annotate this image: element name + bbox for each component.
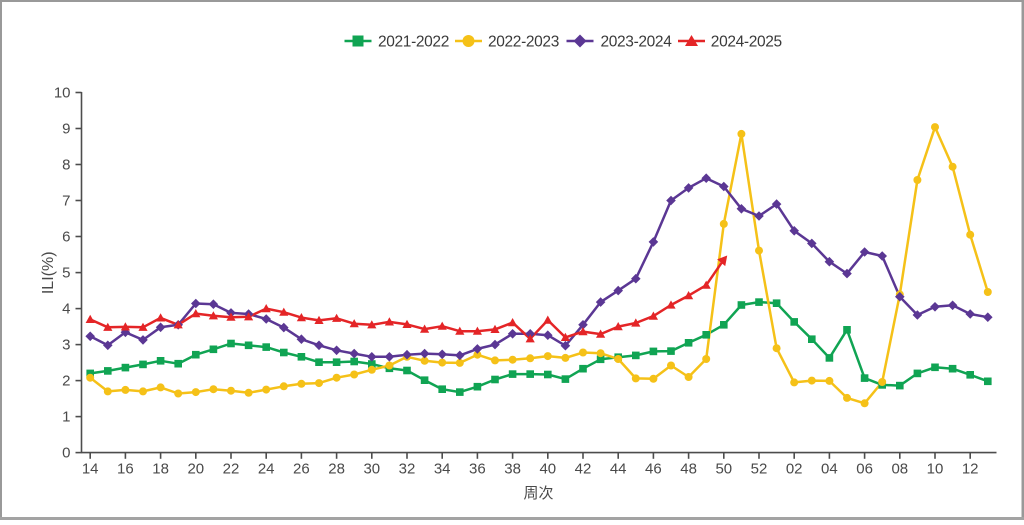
svg-text:6: 6 — [62, 229, 70, 246]
svg-text:46: 46 — [645, 461, 662, 478]
svg-text:14: 14 — [82, 461, 99, 478]
svg-text:18: 18 — [152, 461, 169, 478]
svg-text:2024-2025: 2024-2025 — [711, 34, 782, 51]
svg-text:9: 9 — [62, 121, 70, 138]
svg-text:04: 04 — [821, 461, 838, 478]
svg-text:22: 22 — [223, 461, 240, 478]
svg-text:12: 12 — [962, 461, 979, 478]
svg-text:52: 52 — [751, 461, 768, 478]
svg-text:1: 1 — [62, 409, 70, 426]
svg-text:48: 48 — [680, 461, 697, 478]
svg-text:06: 06 — [856, 461, 873, 478]
svg-text:10: 10 — [54, 85, 71, 102]
svg-text:10: 10 — [927, 461, 944, 478]
svg-text:36: 36 — [469, 461, 486, 478]
svg-text:2021-2022: 2021-2022 — [378, 34, 449, 51]
svg-text:08: 08 — [891, 461, 908, 478]
svg-text:24: 24 — [258, 461, 275, 478]
svg-text:4: 4 — [62, 301, 70, 318]
svg-text:38: 38 — [504, 461, 521, 478]
svg-text:3: 3 — [62, 337, 70, 354]
svg-text:28: 28 — [328, 461, 345, 478]
svg-text:02: 02 — [786, 461, 803, 478]
svg-text:周次: 周次 — [523, 485, 553, 502]
svg-text:16: 16 — [117, 461, 134, 478]
svg-text:26: 26 — [293, 461, 310, 478]
svg-text:20: 20 — [187, 461, 204, 478]
svg-text:30: 30 — [363, 461, 380, 478]
svg-text:34: 34 — [434, 461, 451, 478]
svg-text:50: 50 — [715, 461, 732, 478]
svg-text:42: 42 — [575, 461, 592, 478]
svg-text:2: 2 — [62, 373, 70, 390]
svg-text:44: 44 — [610, 461, 627, 478]
svg-text:7: 7 — [62, 193, 70, 210]
svg-text:5: 5 — [62, 265, 70, 282]
svg-text:40: 40 — [539, 461, 556, 478]
svg-text:0: 0 — [62, 445, 70, 462]
svg-text:ILI(%): ILI(%) — [40, 251, 57, 294]
svg-text:2023-2024: 2023-2024 — [601, 34, 673, 51]
svg-text:32: 32 — [399, 461, 416, 478]
svg-text:2022-2023: 2022-2023 — [488, 34, 559, 51]
svg-text:8: 8 — [62, 157, 70, 174]
